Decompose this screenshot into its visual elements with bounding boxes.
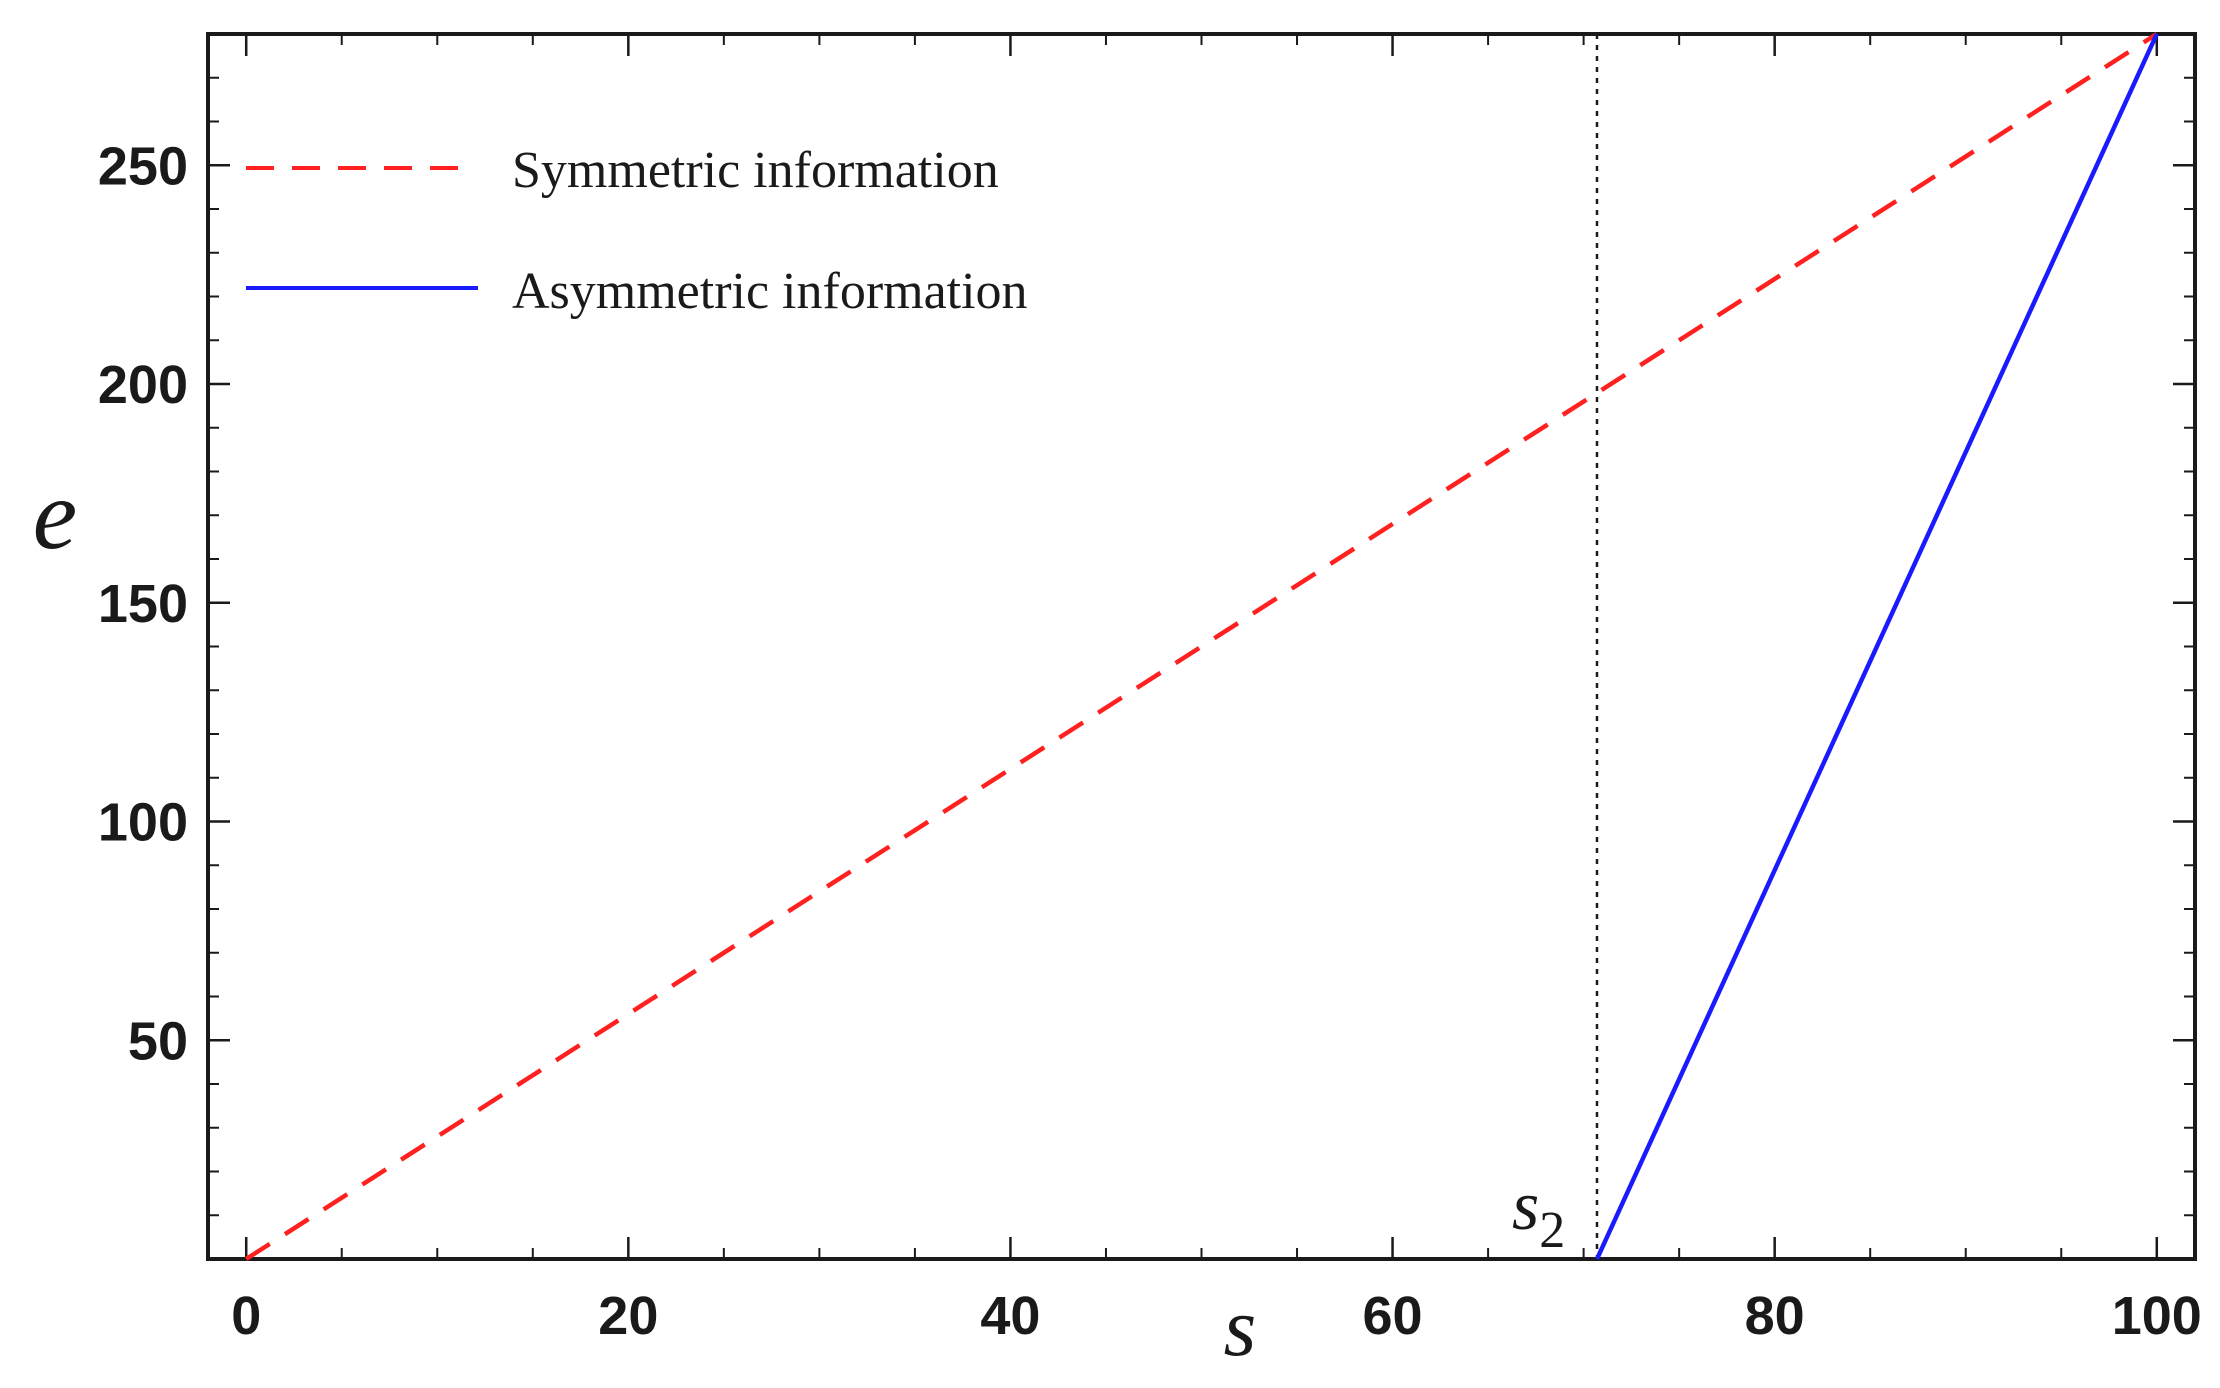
y-tick-label: 100 [98,793,188,853]
x-tick-label: 60 [1363,1286,1423,1346]
y-tick-label: 50 [128,1011,188,1071]
s2-label-subscript: 2 [1539,1202,1565,1259]
x-tick-label: 40 [980,1286,1040,1346]
x-tick-label: 100 [2112,1286,2202,1346]
series-group [244,32,2159,1261]
legend-label-symmetric: Symmetric information [512,142,999,199]
series-line-asymmetric [1594,33,2159,1260]
y-tick-label: 200 [98,355,188,415]
s2-label: s2 [1512,1168,1565,1259]
y-tick-labels: 50 100 150 200 250 [98,136,188,1071]
x-tick-label: 0 [231,1286,261,1346]
series-line-symmetric [244,32,2159,1261]
y-tick-label: 150 [98,574,188,634]
x-tick-label: 20 [598,1286,658,1346]
x-tick-label: 80 [1745,1286,1805,1346]
legend-label-asymmetric: Asymmetric information [512,263,1028,320]
y-axis-title: e [33,459,77,570]
y-tick-label: 250 [98,136,188,196]
x-tick-labels: 0 20 40 60 80 100 [231,1286,2202,1346]
x-axis-title: s [1224,1281,1257,1374]
legend: Symmetric information Asymmetric informa… [246,142,1028,320]
minor-ticks [208,33,2195,1260]
plot-frame [206,32,2197,1261]
s2-label-main: s [1512,1168,1539,1245]
major-ticks [208,34,2195,1259]
